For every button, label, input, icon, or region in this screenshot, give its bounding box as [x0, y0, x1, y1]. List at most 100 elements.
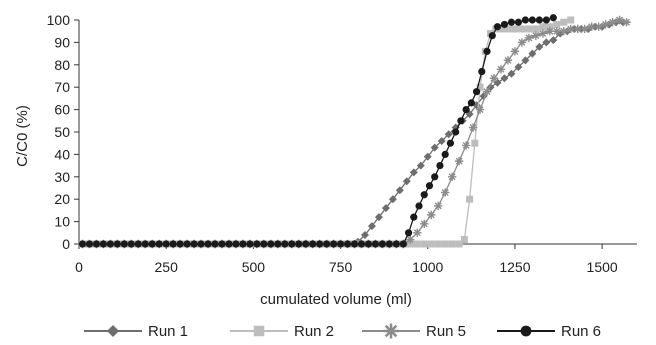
data-point-run-6 [425, 182, 434, 190]
y-tick-label: 50 [54, 124, 70, 140]
data-point-run-2 [413, 240, 421, 248]
data-point-run-2 [546, 23, 554, 31]
data-point-run-6 [483, 47, 491, 55]
y-tick-label: 40 [54, 146, 70, 162]
legend-label-run-5: Run 5 [426, 323, 466, 340]
data-point-run-2 [455, 240, 463, 248]
series-line-run-1 [82, 21, 623, 245]
data-point-run-5 [587, 22, 596, 31]
data-point-run-6 [478, 67, 486, 76]
data-point-run-6 [197, 240, 205, 248]
data-point-run-6 [148, 240, 156, 248]
data-point-run-6 [106, 240, 114, 248]
data-point-run-6 [78, 240, 87, 248]
data-point-run-2 [497, 25, 505, 33]
x-axis-title: cumulated volume (ml) [260, 291, 412, 308]
data-point-run-6 [260, 240, 268, 248]
data-point-run-5 [538, 29, 548, 38]
data-point-run-2 [466, 195, 474, 203]
data-point-run-1 [409, 168, 418, 177]
data-point-run-2 [476, 83, 484, 91]
y-tick-label: 80 [54, 57, 70, 73]
data-point-run-6 [120, 240, 128, 248]
data-point-run-2 [511, 25, 519, 33]
data-point-run-6 [521, 16, 530, 24]
data-point-run-2 [406, 240, 414, 248]
data-point-run-6 [288, 240, 296, 248]
data-point-run-6 [457, 117, 465, 125]
data-point-run-6 [267, 240, 275, 248]
data-point-run-5 [461, 141, 471, 150]
data-point-run-1 [528, 49, 537, 58]
data-point-run-2 [532, 25, 540, 33]
x-tick-label: 0 [75, 259, 83, 275]
x-tick-label: 750 [329, 259, 353, 275]
data-point-run-1 [402, 177, 411, 186]
data-point-run-2 [567, 16, 575, 24]
x-tick-label: 1500 [587, 259, 618, 275]
data-point-run-2 [539, 23, 547, 31]
data-point-run-6 [462, 106, 470, 114]
legend-label-run-2: Run 2 [294, 323, 334, 340]
data-point-run-2 [460, 236, 468, 244]
data-point-run-1 [374, 213, 383, 222]
data-point-run-6 [176, 240, 184, 248]
data-point-run-5 [503, 56, 513, 65]
data-point-run-6 [472, 88, 481, 96]
data-point-run-5 [413, 228, 422, 237]
data-point-run-2 [504, 25, 512, 33]
x-tick-label: 250 [155, 259, 179, 275]
data-point-run-2 [518, 25, 526, 33]
data-point-run-5 [552, 27, 561, 36]
data-point-run-6 [392, 240, 400, 248]
data-point-run-6 [378, 240, 387, 248]
legend-marker-run-1 [107, 325, 119, 337]
data-point-run-6 [404, 229, 413, 237]
series-layer [78, 14, 631, 249]
data-point-run-6 [141, 240, 149, 248]
data-point-run-6 [336, 240, 345, 248]
data-point-run-5 [489, 74, 499, 83]
data-point-run-1 [360, 231, 369, 240]
legend-item-run-1: Run 1 [84, 323, 188, 340]
data-point-run-5 [622, 18, 631, 27]
data-point-run-6 [85, 240, 94, 248]
data-point-run-5 [427, 210, 436, 220]
data-point-run-1 [542, 38, 551, 47]
data-point-run-1 [451, 123, 460, 132]
legend-item-run-6: Run 6 [497, 323, 601, 340]
data-point-run-5 [510, 47, 520, 56]
data-point-run-6 [134, 240, 142, 248]
data-point-run-6 [246, 240, 254, 248]
data-point-run-5 [545, 27, 555, 36]
data-point-run-6 [281, 240, 289, 248]
data-point-run-1 [430, 143, 439, 152]
data-point-run-6 [549, 14, 557, 22]
data-point-run-6 [183, 240, 191, 248]
data-point-run-5 [517, 38, 527, 47]
data-point-run-6 [436, 162, 444, 170]
data-point-run-1 [507, 69, 516, 78]
y-tick-label: 30 [54, 169, 70, 185]
data-point-run-1 [437, 136, 446, 145]
legend: Run 1 Run 2 Run 5 Run 6 [84, 323, 601, 340]
data-point-run-6 [500, 20, 509, 29]
data-point-run-5 [440, 188, 450, 197]
data-point-run-6 [169, 240, 177, 248]
legend-item-run-2: Run 2 [230, 323, 334, 340]
data-point-run-6 [528, 16, 536, 24]
data-point-run-6 [329, 240, 338, 248]
data-point-run-6 [162, 240, 170, 248]
data-point-run-1 [444, 130, 453, 139]
series-run-6 [78, 14, 557, 248]
data-point-run-6 [446, 139, 455, 147]
data-point-run-1 [493, 78, 502, 87]
data-point-run-6 [493, 23, 502, 31]
y-tick-label: 90 [54, 34, 70, 50]
data-point-run-6 [239, 240, 247, 248]
data-point-run-6 [190, 240, 198, 248]
data-point-run-6 [488, 32, 496, 40]
data-point-run-6 [113, 240, 121, 248]
series-line-run-5 [82, 19, 627, 245]
